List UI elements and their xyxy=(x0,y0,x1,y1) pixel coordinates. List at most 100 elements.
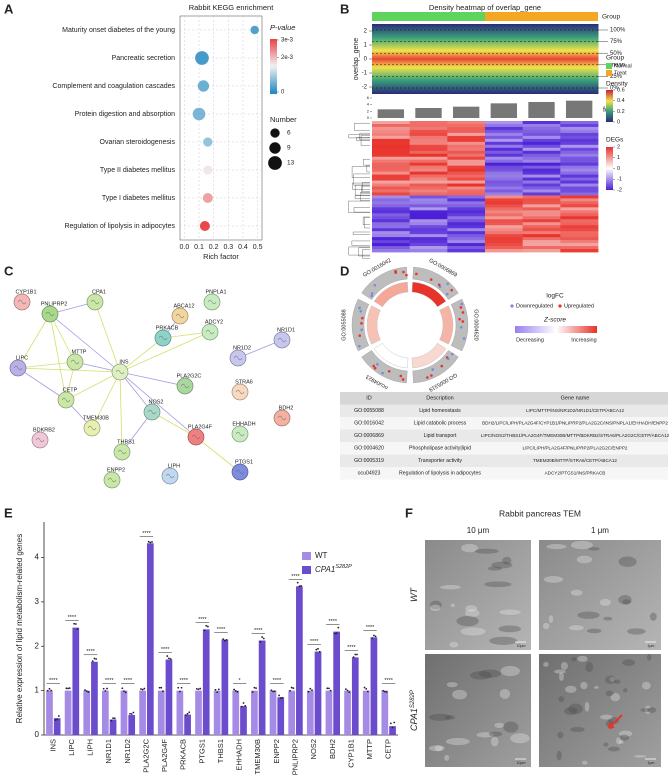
heatmap-cell xyxy=(522,135,561,140)
tem-texture xyxy=(451,689,468,700)
tem-texture xyxy=(445,737,471,746)
replicate-dot xyxy=(346,689,349,692)
circle-zscore-segment xyxy=(373,342,409,369)
legend-swatch xyxy=(302,552,311,560)
replicate-dot xyxy=(203,629,206,632)
heatmap-cell xyxy=(560,234,599,238)
heatmap-cell xyxy=(560,210,599,214)
table-cell: ocu04923 xyxy=(358,471,381,477)
heatmap-cell xyxy=(485,121,524,125)
colorbar-tick-label: 0.2 xyxy=(617,109,625,115)
tem-texture xyxy=(564,707,578,716)
heatmap-cell xyxy=(372,201,411,205)
bar xyxy=(389,726,396,735)
gene-dot xyxy=(373,283,377,287)
colorbar-segment xyxy=(270,43,277,47)
foo-bar xyxy=(565,100,593,118)
colorbar-segment xyxy=(270,80,277,84)
foo-tick-label: 2 xyxy=(367,108,370,113)
circle-zscore-segment xyxy=(411,342,447,369)
foo-bar xyxy=(528,102,555,118)
replicate-dot xyxy=(74,623,77,625)
replicate-dot xyxy=(315,648,318,651)
heatmap-cell xyxy=(522,210,561,214)
node-label: BDH2 xyxy=(279,405,294,411)
colorbar-tick-label: 0.6 xyxy=(617,87,625,93)
heatmap-cell xyxy=(560,121,599,125)
heatmap-cell xyxy=(409,201,448,205)
gene-dot xyxy=(440,364,444,368)
heatmap-cell xyxy=(522,121,561,125)
size-legend-label: 13 xyxy=(287,160,295,167)
heatmap-cell xyxy=(485,225,524,229)
table-row-bg xyxy=(340,454,668,467)
replicate-dot xyxy=(160,686,163,689)
tem-texture xyxy=(444,715,456,720)
tem-texture xyxy=(576,655,589,663)
heatmap-cell xyxy=(560,141,599,146)
tem-texture xyxy=(460,543,479,553)
bar xyxy=(109,719,117,735)
tem-texture xyxy=(649,612,657,621)
heatmap-cell xyxy=(522,201,561,205)
x-tick-label: PNLIPRP2 xyxy=(291,739,300,775)
significance-label: **** xyxy=(198,617,207,623)
heatmap-cell xyxy=(560,240,599,244)
heatmap-cell xyxy=(522,126,561,131)
y-axis-label: Relative expression of lipid metabolism-… xyxy=(15,534,24,723)
dendrogram-branch xyxy=(360,192,370,201)
heatmap-cell xyxy=(560,135,599,140)
heatmap-cell xyxy=(522,204,561,208)
heatmap-cell xyxy=(522,192,561,196)
replicate-dot xyxy=(391,726,394,729)
heatmap-cell xyxy=(485,159,524,164)
replicate-dot xyxy=(73,622,76,625)
tem-texture xyxy=(430,600,442,610)
heatmap-cell xyxy=(485,228,524,232)
network-edge xyxy=(65,371,121,401)
heatmap-cell xyxy=(522,177,561,181)
density-column xyxy=(447,24,486,94)
heatmap-cell xyxy=(409,174,448,178)
y-tick-label: Complement and coagulation cascades xyxy=(52,83,175,90)
tem-texture xyxy=(503,721,519,733)
quantile-label: 100% xyxy=(610,28,626,34)
circle-zscore-segment xyxy=(411,281,447,308)
heatmap-cell xyxy=(485,237,524,241)
heatmap-cell xyxy=(522,186,561,190)
heatmap-cell xyxy=(485,153,524,158)
replicate-dot xyxy=(371,637,374,640)
bar xyxy=(53,718,61,735)
dendrogram-branch xyxy=(353,207,370,213)
x-tick-label: BDH2 xyxy=(328,739,337,759)
significance-label: **** xyxy=(105,678,114,684)
y-tick-label: 2 xyxy=(35,641,40,650)
heatmap-cell xyxy=(409,180,448,184)
red-arrow xyxy=(608,714,623,729)
heatmap-cell xyxy=(409,168,448,173)
bar xyxy=(213,690,221,735)
colorbar-tick-label: 0 xyxy=(617,166,620,172)
heatmap-cell xyxy=(372,207,411,211)
x-tick-label: EHHADH xyxy=(235,739,244,771)
node-label: ABCA12 xyxy=(173,303,194,309)
table-cell: Lipid transport xyxy=(424,433,457,439)
colorbar-tick-label: -1 xyxy=(617,177,622,183)
heatmap-cell xyxy=(447,144,486,149)
node-label: CETP xyxy=(63,387,78,393)
tem-texture xyxy=(464,604,478,613)
heatmap-cell xyxy=(485,174,524,178)
heatmap-cell xyxy=(372,150,411,155)
bar xyxy=(202,629,210,735)
heatmap-cell xyxy=(409,237,448,241)
circle-zscore-segment xyxy=(439,305,454,345)
heatmap-cell xyxy=(522,222,561,226)
node-label: LIPC xyxy=(16,355,28,361)
gene-dot xyxy=(359,309,363,313)
bar xyxy=(314,651,322,735)
x-tick-label: PRKACB xyxy=(179,739,188,770)
heatmap-cell xyxy=(485,249,524,253)
heatmap-cell xyxy=(485,213,524,217)
tem-texture xyxy=(622,688,628,693)
